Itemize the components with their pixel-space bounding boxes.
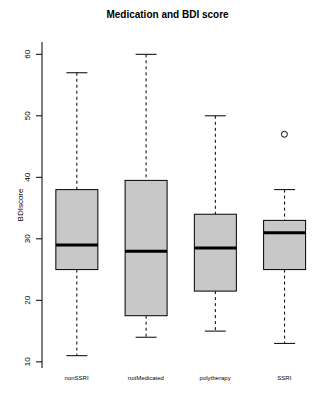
svg-text:nonSSRI: nonSSRI [65, 375, 89, 381]
html-text:Medication and BDI score: Medication and BDI score [106, 9, 229, 20]
svg-text:notMedicated: notMedicated [128, 375, 164, 381]
svg-text:polytherapy: polytherapy [200, 375, 231, 381]
svg-text:50: 50 [23, 111, 32, 120]
svg-text:20: 20 [23, 295, 32, 304]
svg-text:10: 10 [23, 357, 32, 366]
svg-text:40: 40 [23, 172, 32, 181]
svg-text:BDIscore: BDIscore [16, 188, 25, 221]
svg-text:SSRI: SSRI [277, 375, 291, 381]
svg-text:60: 60 [23, 49, 32, 58]
svg-text:30: 30 [23, 234, 32, 243]
